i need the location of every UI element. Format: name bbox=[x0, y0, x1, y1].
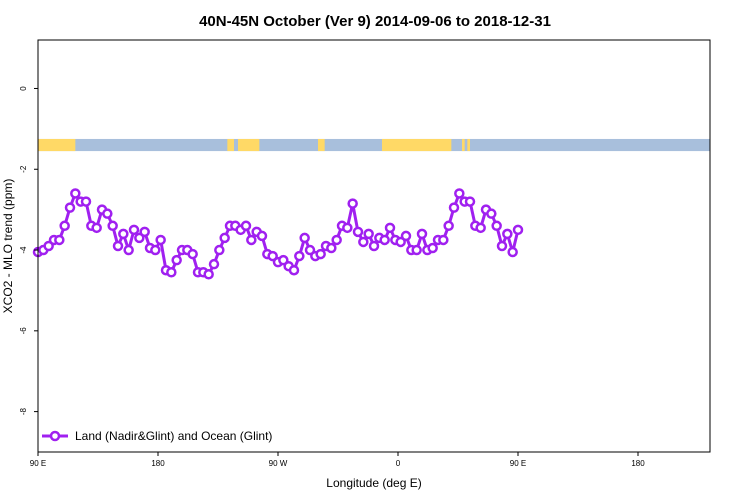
land-segment bbox=[227, 138, 234, 152]
data-point bbox=[123, 244, 134, 256]
y-tick-label: -2 bbox=[19, 165, 28, 173]
surface-type-strip bbox=[38, 138, 710, 152]
land-segment bbox=[38, 138, 76, 152]
data-point bbox=[166, 267, 177, 278]
data-point bbox=[59, 220, 70, 232]
data-point bbox=[315, 248, 326, 260]
land-segment bbox=[382, 138, 452, 152]
y-tick-label: -4 bbox=[19, 246, 28, 254]
data-point bbox=[118, 228, 129, 240]
data-point bbox=[256, 230, 268, 242]
legend-marker bbox=[49, 430, 61, 442]
data-point bbox=[155, 234, 166, 246]
data-point bbox=[304, 244, 316, 256]
y-tick-label: -8 bbox=[19, 408, 28, 416]
data-point bbox=[507, 246, 518, 258]
legend: Land (Nadir&Glint) and Ocean (Glint) bbox=[42, 429, 272, 443]
data-point bbox=[416, 228, 428, 240]
x-tick-label: 0 bbox=[396, 459, 401, 468]
data-point bbox=[438, 234, 449, 246]
data-point bbox=[43, 240, 54, 252]
data-point bbox=[384, 222, 396, 234]
data-point bbox=[400, 230, 412, 242]
data-point bbox=[112, 240, 124, 252]
data-point bbox=[294, 250, 305, 262]
chart-title: 40N-45N October (Ver 9) 2014-09-06 to 20… bbox=[199, 13, 551, 30]
y-tick-label: 0 bbox=[19, 86, 28, 91]
data-point bbox=[91, 222, 102, 234]
data-point bbox=[150, 244, 161, 256]
data-point bbox=[278, 254, 289, 266]
data-point bbox=[448, 202, 460, 213]
data-point bbox=[208, 258, 220, 270]
data-point bbox=[107, 220, 118, 232]
data-point bbox=[491, 220, 502, 232]
land-segment bbox=[462, 138, 465, 152]
data-point bbox=[64, 202, 76, 213]
data-point bbox=[134, 232, 145, 244]
data-point bbox=[352, 226, 364, 238]
x-tick-label: 180 bbox=[151, 459, 165, 468]
data-point bbox=[358, 236, 369, 248]
data-point bbox=[443, 220, 454, 232]
data-point bbox=[496, 240, 508, 252]
data-point bbox=[411, 244, 422, 256]
data-point bbox=[240, 220, 252, 232]
data-point bbox=[128, 224, 140, 236]
data-point bbox=[454, 188, 465, 199]
legend-entry-label: Land (Nadir&Glint) and Ocean (Glint) bbox=[75, 429, 272, 443]
data-point bbox=[331, 234, 342, 246]
y-axis-ticks: 0 -2 -4 -6 -8 bbox=[19, 86, 38, 415]
data-point bbox=[214, 244, 225, 256]
data-point bbox=[219, 232, 230, 244]
land-segment bbox=[238, 138, 260, 152]
x-tick-label: 90 E bbox=[510, 459, 526, 468]
data-point bbox=[171, 254, 182, 266]
ocean-band bbox=[38, 138, 710, 152]
data-point bbox=[288, 264, 300, 276]
data-point bbox=[54, 234, 65, 246]
y-tick-label: -6 bbox=[19, 327, 28, 335]
data-point bbox=[347, 198, 358, 209]
data-point bbox=[299, 232, 310, 244]
data-point bbox=[464, 196, 476, 207]
x-tick-label: 90 W bbox=[269, 459, 288, 468]
plot-frame bbox=[37, 39, 711, 453]
data-point bbox=[267, 250, 278, 262]
x-tick-label: 180 bbox=[631, 459, 645, 468]
data-point bbox=[395, 236, 406, 248]
data-point bbox=[70, 188, 81, 199]
data-point bbox=[139, 226, 150, 238]
data-point bbox=[246, 234, 257, 246]
y-axis-label: XCO2 - MLO trend (ppm) bbox=[1, 179, 15, 314]
data-point bbox=[368, 240, 380, 252]
x-axis-label: Longitude (deg E) bbox=[326, 476, 421, 490]
data-point bbox=[502, 228, 513, 240]
data-point bbox=[475, 222, 486, 234]
data-point bbox=[80, 196, 92, 207]
x-tick-label: 90 E bbox=[30, 459, 46, 468]
data-point bbox=[427, 242, 438, 254]
data-point bbox=[486, 208, 497, 219]
land-segment bbox=[467, 138, 470, 152]
data-point bbox=[342, 222, 353, 234]
data-point bbox=[512, 224, 524, 236]
data-point bbox=[379, 234, 390, 246]
data-point bbox=[326, 242, 337, 254]
data-point bbox=[102, 208, 113, 219]
data-point bbox=[187, 248, 198, 260]
data-point bbox=[363, 228, 374, 240]
data-point bbox=[203, 269, 214, 280]
x-axis-ticks: 90 E 180 90 W 0 90 E 180 bbox=[30, 452, 645, 468]
land-segment bbox=[318, 138, 325, 152]
data-series bbox=[32, 188, 524, 280]
